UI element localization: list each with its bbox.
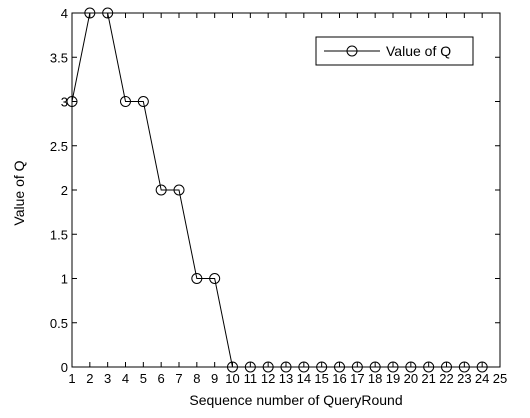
x-tick-label: 6 [158,371,165,386]
x-tick-label: 21 [421,371,435,386]
data-point-marker [155,184,167,196]
y-tick-label: 3 [61,95,68,110]
x-tick-label: 19 [386,371,400,386]
data-point-marker [334,361,345,373]
legend-label: Value of Q [386,43,451,59]
x-tick-label: 16 [332,371,346,386]
x-tick-label: 3 [104,371,111,386]
y-axis-label: Value of Q [11,160,27,225]
data-point-marker [458,361,470,373]
y-tick-label: 2.5 [50,139,68,154]
x-tick-label: 2 [86,371,93,386]
x-tick-label: 22 [439,371,453,386]
data-point-marker [441,361,452,373]
data-point-marker [66,96,78,107]
data-point-marker [405,361,417,373]
x-tick-label: 9 [211,371,218,386]
axis-ticks [71,12,501,368]
plot-frame [71,12,501,368]
tick-labels: 1 2 3 4 5 6 7 8 9 10 11 12 13 14 15 16 17 18 19 20 21 22 23 24 2… [50,6,507,386]
data-point-marker [280,361,292,373]
y-tick-label: 0 [61,360,68,375]
data-point-marker [262,361,274,373]
x-tick-label: 17 [350,371,364,386]
x-tick-label: 24 [475,371,489,386]
y-tick-label: 4 [61,6,68,21]
data-point-marker [173,184,185,196]
data-point-marker [476,361,488,373]
data-point-marker [316,361,328,373]
data-point-marker [423,361,435,373]
data-point-marker [298,361,310,373]
data-point-marker [84,7,96,19]
x-tick-label: 7 [175,371,182,386]
data-point-marker [369,361,381,373]
data-point-marker [120,96,131,107]
x-tick-label: 5 [140,371,147,386]
x-tick-label: 1 [68,371,75,386]
y-tick-label: 1 [61,272,68,287]
x-tick-label: 23 [457,371,471,386]
x-tick-label: 8 [193,371,200,386]
x-tick-label: 4 [122,371,129,386]
y-tick-label: 0.5 [50,316,68,331]
legend-circle-marker [346,45,358,57]
x-tick-label: 11 [244,371,258,386]
data-point-marker [387,361,399,373]
data-point-marker [102,7,114,19]
x-tick-label: 12 [261,371,275,386]
x-tick-label: 18 [368,371,382,386]
y-tick-label: 2 [61,183,68,198]
x-tick-label: 13 [279,371,293,386]
x-tick-label: 25 [493,371,507,386]
data-point-marker [227,361,238,373]
x-tick-label: 20 [404,371,418,386]
legend: Value of Q [315,36,474,66]
data-point-marker [209,273,221,284]
series-group [66,7,488,373]
data-point-marker [351,361,363,373]
y-tick-label: 3.5 [50,50,68,65]
x-tick-label: 15 [314,371,328,386]
data-point-marker [244,361,256,373]
data-point-marker [191,273,203,284]
x-tick-label: 10 [225,371,239,386]
x-axis-label: Sequence number of QueryRound [189,392,402,408]
y-tick-label: 1.5 [50,227,68,242]
data-point-marker [137,96,149,107]
x-tick-label: 14 [297,371,311,386]
series-line [71,12,483,368]
